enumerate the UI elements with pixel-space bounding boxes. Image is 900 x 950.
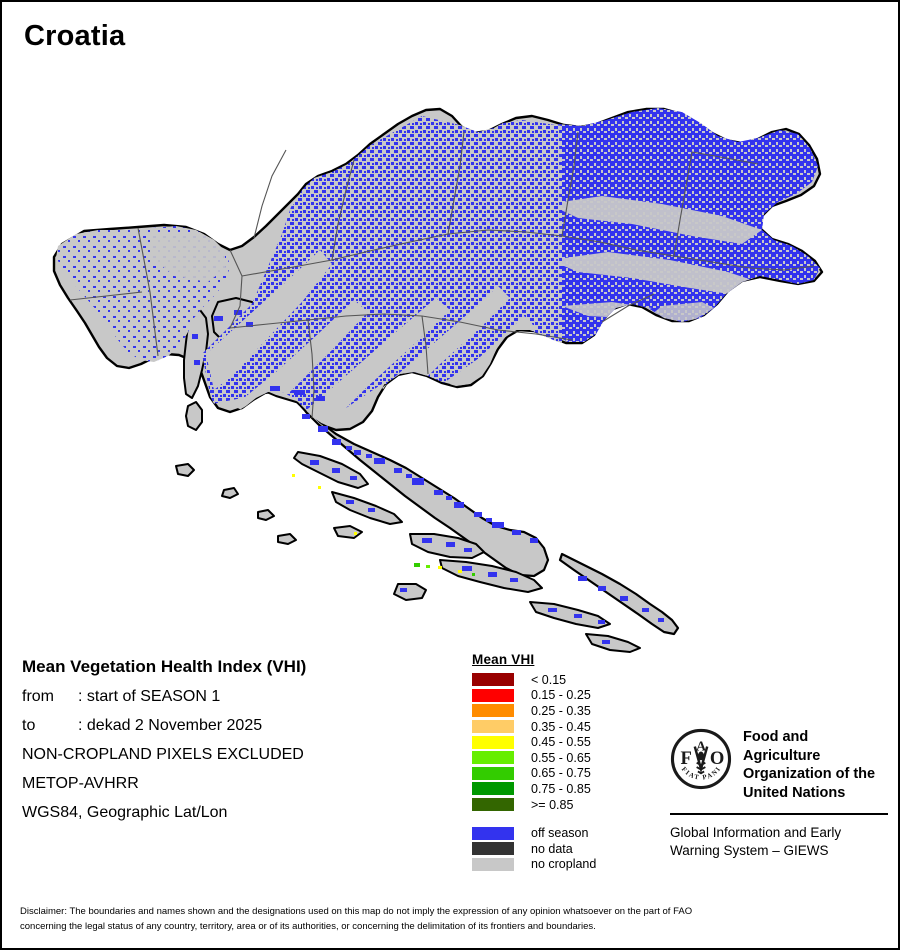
map-canvas	[2, 54, 898, 654]
giews-text: Global Information and Early Warning Sys…	[670, 824, 888, 860]
legend-class-swatch	[472, 688, 514, 702]
legend-class-swatch	[472, 766, 514, 780]
fao-organization-name: Food and Agriculture Organization of the…	[743, 728, 888, 802]
admin-boundaries	[69, 131, 815, 419]
legend-class-swatch	[472, 720, 514, 734]
page-title: Croatia	[24, 20, 126, 52]
info-to-value: : dekad 2 November 2025	[78, 717, 263, 734]
fao-logo-icon: F A O FIAT PANIS	[670, 728, 732, 790]
offseason-dalmatia	[192, 310, 664, 644]
info-sensor: METOP-AVHRR	[22, 775, 139, 792]
giews-line1: Global Information and Early	[670, 825, 842, 841]
legend-spacer	[472, 812, 652, 825]
fao-org-line1: Food and Agriculture	[743, 729, 821, 764]
legend-special-label: no data	[531, 841, 573, 856]
giews-line2: Warning System – GIEWS	[670, 843, 829, 859]
legend-class-row: 0.35 - 0.45	[472, 719, 652, 735]
legend-class-row: 0.55 - 0.65	[472, 750, 652, 766]
info-heading: Mean Vegetation Health Index (VHI)	[22, 657, 307, 676]
disclaimer-line2: concerning the legal status of any count…	[20, 920, 596, 932]
legend-special-swatch	[472, 826, 514, 840]
legend-class-label: 0.45 - 0.55	[531, 735, 591, 750]
info-from: from : start of SEASON 1	[22, 688, 442, 706]
legend-class-row: < 0.15	[472, 672, 652, 688]
legend-class-label: 0.65 - 0.75	[531, 766, 591, 781]
info-to-key: to	[22, 717, 36, 734]
legend-class-row: 0.75 - 0.85	[472, 781, 652, 797]
legend-special-label: no cropland	[531, 857, 597, 872]
legend-class-label: 0.55 - 0.65	[531, 750, 591, 765]
legend-class-label: 0.75 - 0.85	[531, 781, 591, 796]
islet-e	[257, 509, 275, 521]
islet-a	[175, 463, 195, 477]
dubrovnik-strip	[558, 552, 680, 636]
legend-special-swatch	[472, 857, 514, 871]
legend-class-swatch	[472, 735, 514, 749]
legend-class-swatch	[472, 673, 514, 687]
info-projection: WGS84, Geographic Lat/Lon	[22, 804, 228, 821]
legend-class-swatch	[472, 704, 514, 718]
info-from-value: : start of SEASON 1	[78, 688, 221, 705]
vhi-cropland-pixels	[292, 474, 475, 576]
legend-class-swatch	[472, 751, 514, 765]
legend-title: Mean VHI	[472, 652, 535, 667]
legend-special-list: off season no data no cropland	[472, 825, 652, 872]
info-to: to : dekad 2 November 2025	[22, 717, 442, 735]
legend: Mean VHI < 0.15 0.15 - 0.25 0.25 - 0.35 0.3…	[472, 652, 652, 872]
info-from-key: from	[22, 688, 54, 705]
info-pixels-note: NON-CROPLAND PIXELS EXCLUDED	[22, 746, 304, 763]
island-cres	[183, 309, 209, 399]
fao-branding: F A O FIAT PANIS Food and Agriculture Or…	[670, 728, 888, 860]
legend-class-row: 0.15 - 0.25	[472, 688, 652, 704]
croatia-vhi-map	[2, 54, 898, 654]
legend-class-row: 0.45 - 0.55	[472, 734, 652, 750]
disclaimer-line1: Disclaimer: The boundaries and names sho…	[20, 906, 693, 917]
legend-class-row: 0.25 - 0.35	[472, 703, 652, 719]
legend-special-row: no data	[472, 841, 652, 857]
dalmatia-mainland	[300, 402, 550, 578]
legend-class-list: < 0.15 0.15 - 0.25 0.25 - 0.35 0.35 - 0.45 0…	[472, 672, 652, 812]
offseason-central	[202, 116, 562, 426]
fao-org-line3: United Nations	[743, 784, 846, 801]
svg-text:O: O	[710, 748, 724, 769]
map-info-block: Mean Vegetation Health Index (VHI) from:…	[22, 657, 442, 833]
legend-class-swatch	[472, 798, 514, 812]
legend-class-label: >= 0.85	[531, 797, 574, 812]
legend-special-swatch	[472, 842, 514, 856]
legend-class-swatch	[472, 782, 514, 796]
legend-special-row: no cropland	[472, 857, 652, 873]
fao-org-line2: Organization of the	[743, 766, 876, 783]
legend-class-row: 0.65 - 0.75	[472, 766, 652, 782]
legend-class-row: >= 0.85	[472, 797, 652, 813]
legend-class-label: 0.35 - 0.45	[531, 719, 591, 734]
legend-special-row: off season	[472, 825, 652, 841]
islet-d	[277, 533, 297, 545]
legend-class-label: < 0.15	[531, 672, 567, 687]
svg-text:A: A	[696, 738, 706, 753]
legend-class-label: 0.15 - 0.25	[531, 688, 591, 703]
island-mljet	[585, 633, 641, 653]
legend-class-label: 0.25 - 0.35	[531, 703, 591, 718]
islet-b	[221, 487, 239, 499]
legend-special-label: off season	[531, 826, 589, 841]
island-losinj	[185, 401, 203, 431]
fao-divider	[670, 813, 888, 816]
svg-text:F: F	[680, 748, 691, 769]
disclaimer: Disclaimer: The boundaries and names sho…	[20, 905, 884, 934]
